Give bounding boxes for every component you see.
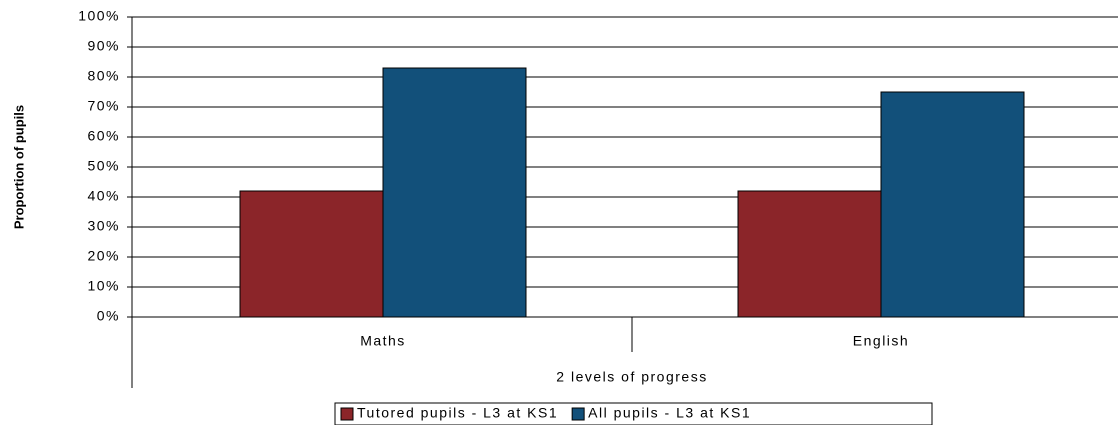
x-axis-title: 2 levels of progress — [556, 369, 707, 385]
legend-label: All pupils - L3 at KS1 — [588, 405, 751, 421]
y-tick-label: 10% — [87, 278, 120, 294]
x-tick-label: English — [853, 333, 909, 349]
bar — [239, 190, 384, 318]
legend-swatch — [340, 407, 354, 421]
x-tick-label: Maths — [360, 333, 406, 349]
y-tick-label: 80% — [87, 68, 120, 84]
legend-box — [334, 402, 933, 425]
legend-label: Tutored pupils - L3 at KS1 — [357, 405, 558, 421]
y-tick-label: 90% — [87, 38, 120, 54]
y-tick-label: 100% — [78, 8, 120, 24]
bar — [737, 190, 882, 318]
y-axis-title: Proportion of pupils — [11, 105, 26, 229]
bar — [880, 91, 1025, 318]
y-tick-label: 50% — [87, 158, 120, 174]
legend-swatch — [571, 407, 585, 421]
y-tick-label: 40% — [87, 188, 120, 204]
y-tick-label: 30% — [87, 218, 120, 234]
y-tick-label: 60% — [87, 128, 120, 144]
y-tick-label: 70% — [87, 98, 120, 114]
y-tick-label: 20% — [87, 248, 120, 264]
bar — [382, 67, 527, 318]
y-tick-label: 0% — [97, 308, 120, 324]
